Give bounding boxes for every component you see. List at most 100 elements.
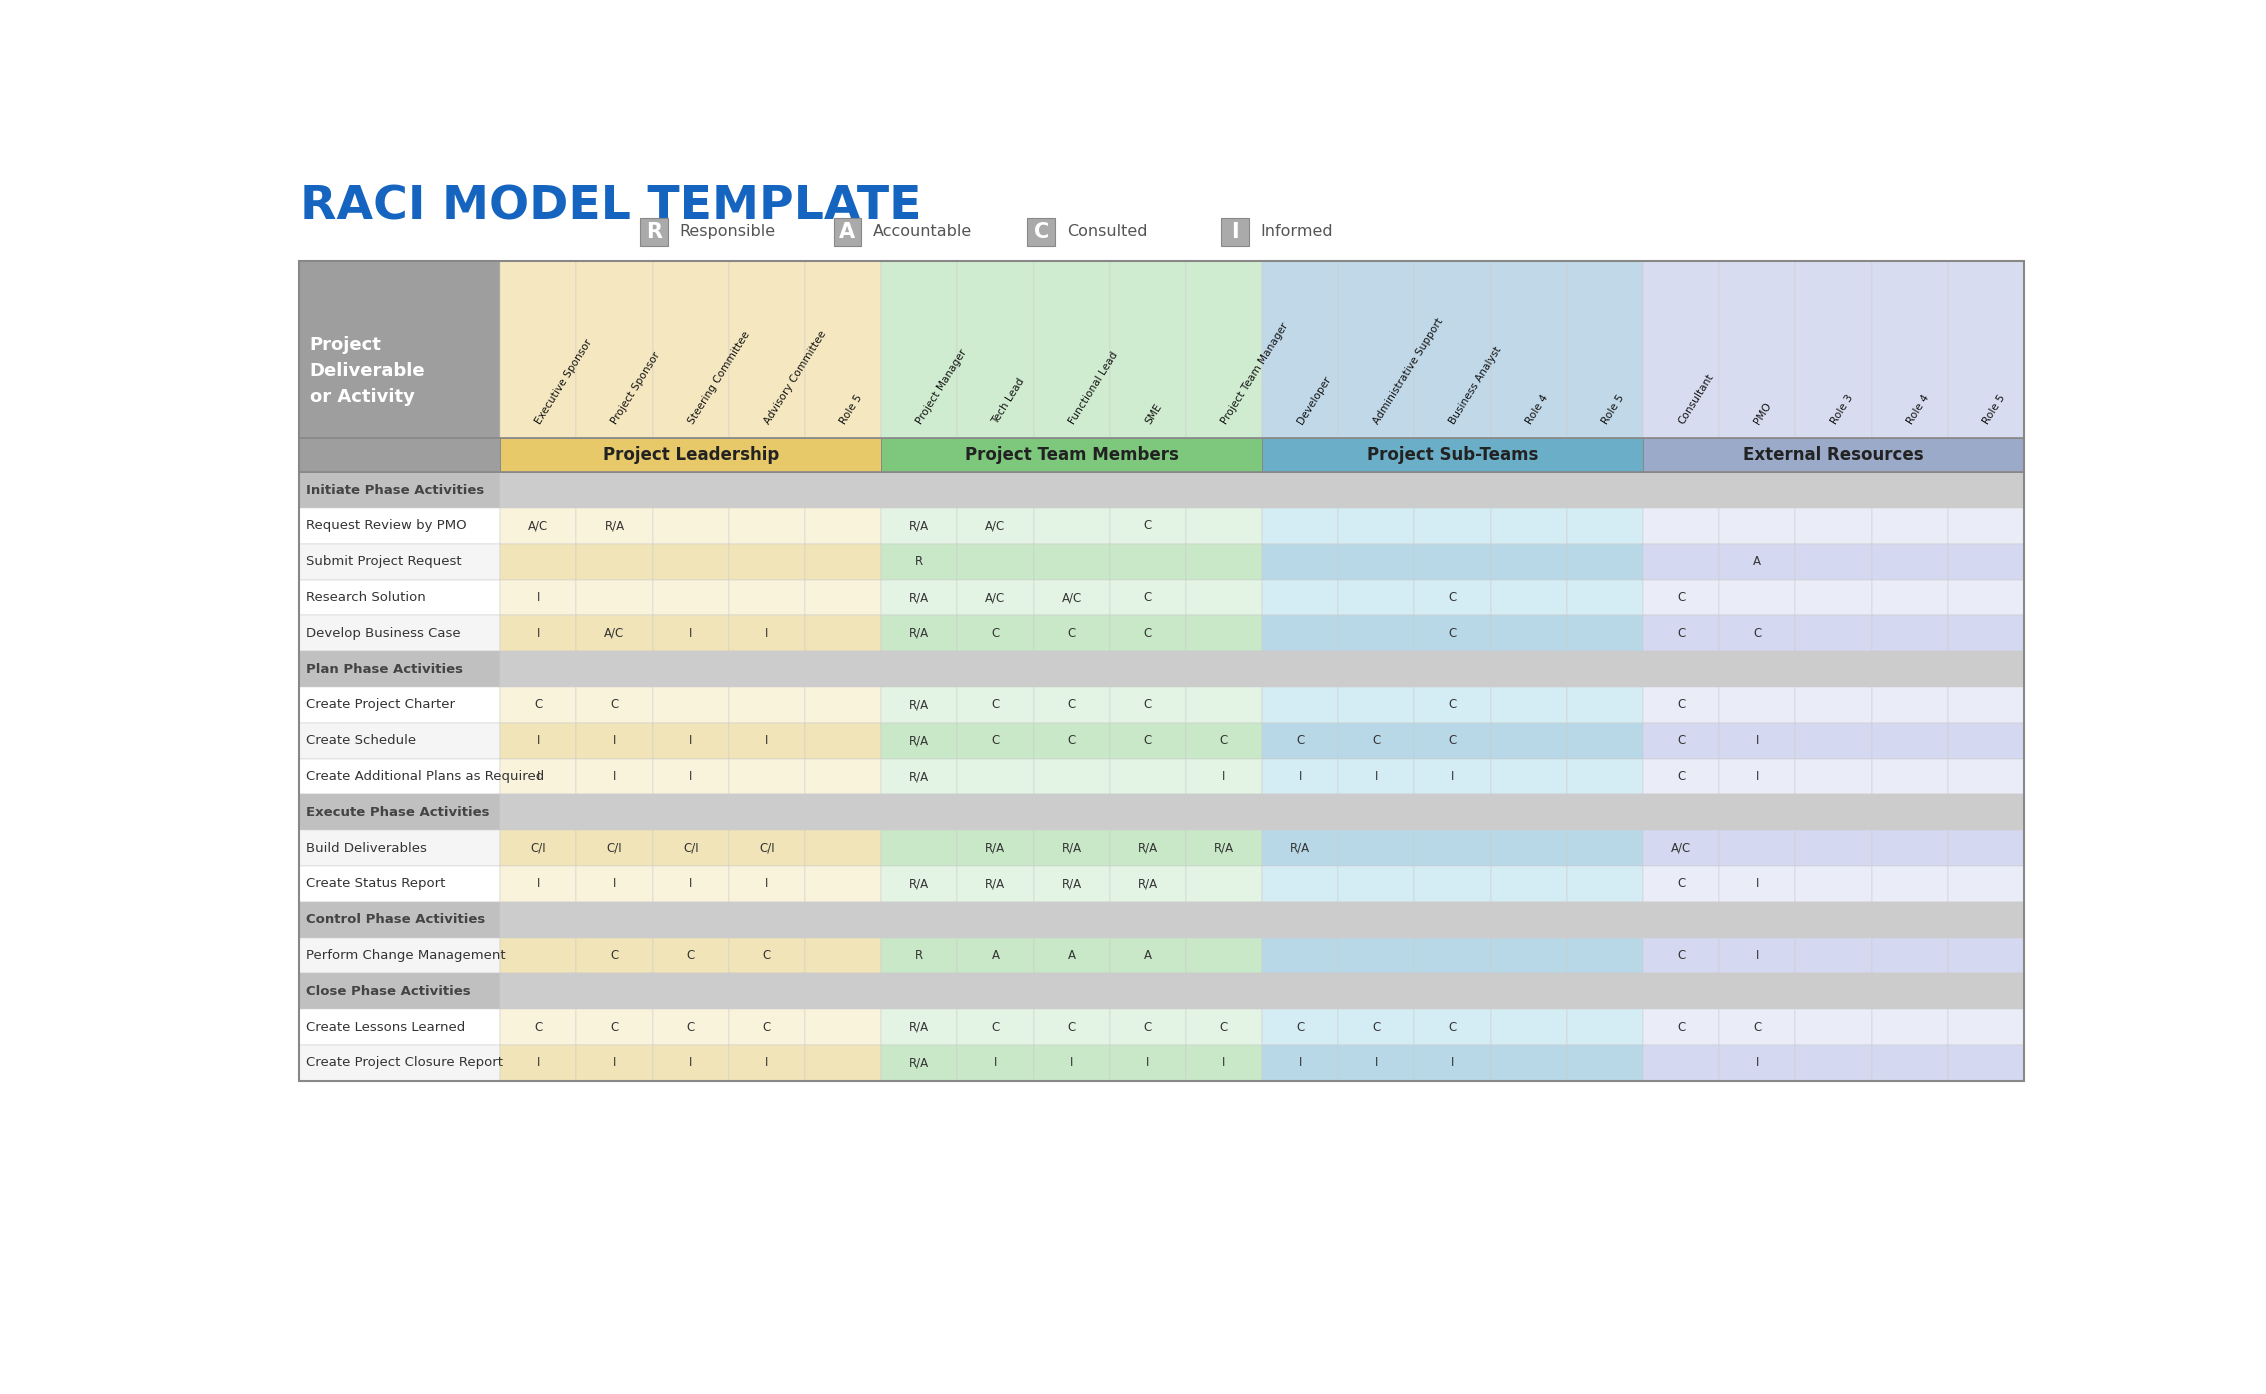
FancyBboxPatch shape — [576, 902, 653, 938]
FancyBboxPatch shape — [1643, 1009, 1720, 1046]
FancyBboxPatch shape — [1491, 687, 1566, 723]
Text: Execute Phase Activities: Execute Phase Activities — [306, 806, 489, 818]
FancyBboxPatch shape — [1110, 723, 1185, 758]
Text: Role 3: Role 3 — [1829, 393, 1856, 427]
FancyBboxPatch shape — [1872, 580, 1949, 615]
FancyBboxPatch shape — [653, 261, 730, 438]
Text: I: I — [1070, 1057, 1074, 1069]
FancyBboxPatch shape — [1339, 831, 1414, 866]
FancyBboxPatch shape — [730, 831, 804, 866]
FancyBboxPatch shape — [1185, 580, 1262, 615]
Text: C: C — [1754, 1020, 1761, 1034]
FancyBboxPatch shape — [881, 866, 956, 902]
FancyBboxPatch shape — [1414, 651, 1491, 687]
FancyBboxPatch shape — [1033, 866, 1110, 902]
FancyBboxPatch shape — [881, 615, 956, 651]
FancyBboxPatch shape — [730, 758, 804, 795]
FancyBboxPatch shape — [1795, 866, 1872, 902]
Text: Perform Change Management: Perform Change Management — [306, 949, 505, 962]
FancyBboxPatch shape — [881, 973, 956, 1009]
FancyBboxPatch shape — [1262, 866, 1339, 902]
FancyBboxPatch shape — [501, 1009, 576, 1046]
Text: I: I — [995, 1057, 997, 1069]
Text: C: C — [990, 698, 999, 711]
FancyBboxPatch shape — [299, 651, 501, 687]
FancyBboxPatch shape — [1262, 473, 1339, 507]
Text: C: C — [1144, 591, 1151, 604]
FancyBboxPatch shape — [1949, 1009, 2024, 1046]
Text: I: I — [1756, 769, 1758, 783]
FancyBboxPatch shape — [804, 651, 881, 687]
FancyBboxPatch shape — [501, 261, 576, 438]
Text: C: C — [1144, 735, 1151, 747]
FancyBboxPatch shape — [1872, 687, 1949, 723]
FancyBboxPatch shape — [1339, 615, 1414, 651]
Text: C/I: C/I — [682, 842, 698, 855]
FancyBboxPatch shape — [804, 866, 881, 902]
FancyBboxPatch shape — [1720, 902, 1795, 938]
FancyBboxPatch shape — [299, 261, 501, 438]
FancyBboxPatch shape — [804, 544, 881, 580]
FancyBboxPatch shape — [1949, 723, 2024, 758]
FancyBboxPatch shape — [1949, 544, 2024, 580]
FancyBboxPatch shape — [1262, 973, 1339, 1009]
FancyBboxPatch shape — [730, 795, 804, 831]
FancyBboxPatch shape — [730, 651, 804, 687]
FancyBboxPatch shape — [1033, 473, 1110, 507]
FancyBboxPatch shape — [956, 723, 1033, 758]
FancyBboxPatch shape — [1643, 1046, 1720, 1080]
Text: C: C — [535, 698, 542, 711]
Text: C: C — [1144, 698, 1151, 711]
Text: Functional Lead: Functional Lead — [1067, 350, 1119, 427]
Text: I: I — [1756, 1057, 1758, 1069]
FancyBboxPatch shape — [956, 758, 1033, 795]
FancyBboxPatch shape — [653, 723, 730, 758]
FancyBboxPatch shape — [299, 973, 501, 1009]
FancyBboxPatch shape — [1262, 261, 1339, 438]
FancyBboxPatch shape — [1185, 651, 1262, 687]
FancyBboxPatch shape — [501, 438, 881, 473]
FancyBboxPatch shape — [1033, 758, 1110, 795]
FancyBboxPatch shape — [1110, 795, 1185, 831]
FancyBboxPatch shape — [1414, 261, 1491, 438]
FancyBboxPatch shape — [1414, 758, 1491, 795]
FancyBboxPatch shape — [834, 217, 861, 245]
Text: C: C — [1296, 1020, 1305, 1034]
FancyBboxPatch shape — [804, 973, 881, 1009]
Text: C: C — [990, 1020, 999, 1034]
FancyBboxPatch shape — [1566, 687, 1643, 723]
Text: C: C — [1219, 735, 1228, 747]
Text: Initiate Phase Activities: Initiate Phase Activities — [306, 484, 485, 496]
FancyBboxPatch shape — [299, 866, 501, 902]
Text: I: I — [1756, 877, 1758, 891]
Text: I: I — [689, 769, 693, 783]
FancyBboxPatch shape — [956, 938, 1033, 973]
FancyBboxPatch shape — [1185, 473, 1262, 507]
Text: C: C — [1067, 1020, 1076, 1034]
FancyBboxPatch shape — [501, 473, 576, 507]
FancyBboxPatch shape — [501, 831, 576, 866]
FancyBboxPatch shape — [576, 507, 653, 544]
FancyBboxPatch shape — [1414, 580, 1491, 615]
FancyBboxPatch shape — [299, 902, 501, 938]
Text: I: I — [1375, 1057, 1378, 1069]
FancyBboxPatch shape — [1491, 723, 1566, 758]
Text: C: C — [990, 627, 999, 640]
Text: C: C — [764, 949, 770, 962]
FancyBboxPatch shape — [1949, 507, 2024, 544]
FancyBboxPatch shape — [576, 723, 653, 758]
FancyBboxPatch shape — [1949, 831, 2024, 866]
FancyBboxPatch shape — [1795, 973, 1872, 1009]
FancyBboxPatch shape — [1414, 795, 1491, 831]
FancyBboxPatch shape — [299, 938, 501, 973]
Text: C: C — [1296, 735, 1305, 747]
Text: R/A: R/A — [1060, 842, 1081, 855]
FancyBboxPatch shape — [653, 651, 730, 687]
Text: I: I — [766, 735, 768, 747]
FancyBboxPatch shape — [1185, 1046, 1262, 1080]
Text: I: I — [537, 877, 539, 891]
FancyBboxPatch shape — [1185, 507, 1262, 544]
FancyBboxPatch shape — [501, 687, 576, 723]
Text: Develop Business Case: Develop Business Case — [306, 627, 460, 640]
FancyBboxPatch shape — [1872, 758, 1949, 795]
